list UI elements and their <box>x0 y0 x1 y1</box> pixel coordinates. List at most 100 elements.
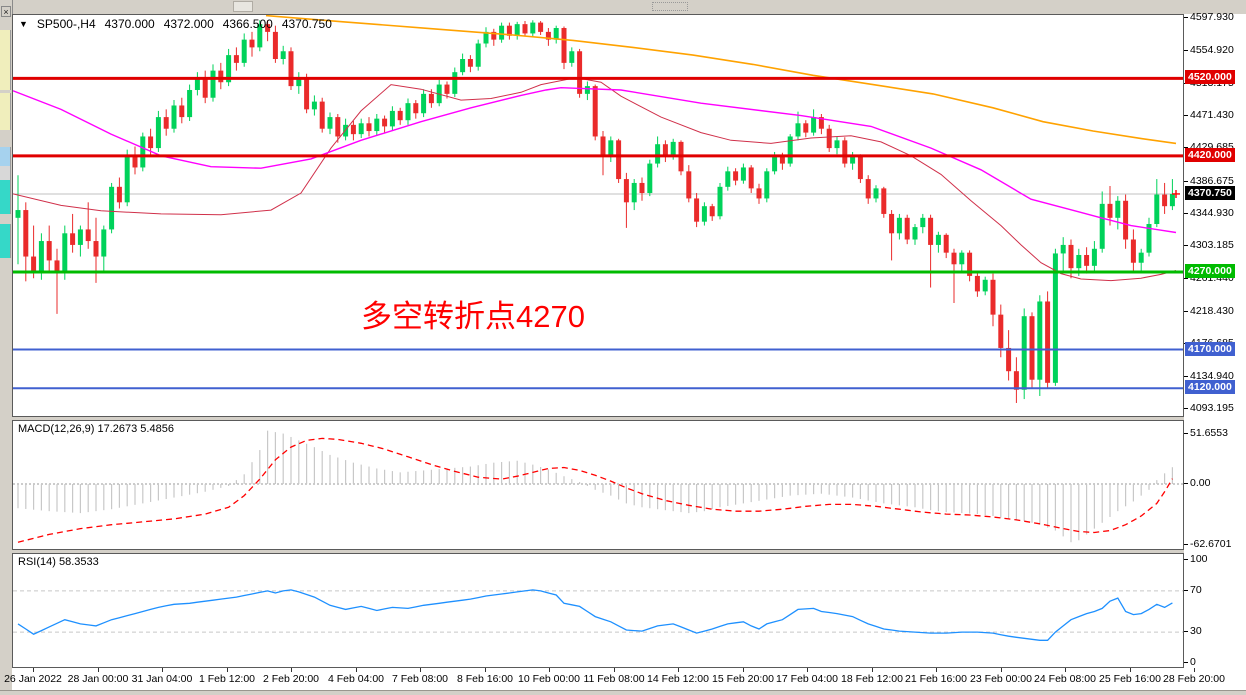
macd-tick-mark <box>1184 432 1188 434</box>
symbol-timeframe-label: SP500-,H4 <box>36 17 96 31</box>
candle-body <box>748 167 754 189</box>
candle-body <box>327 117 333 129</box>
macd-tick-label: 51.6553 <box>1190 426 1228 439</box>
candle-body <box>998 314 1004 348</box>
market-watch-cell[interactable] <box>0 30 11 90</box>
price-tick-label: 4303.185 <box>1190 239 1234 252</box>
rsi-tick-label: 30 <box>1190 625 1202 638</box>
candle-body <box>280 51 286 60</box>
price-tick-mark <box>1184 407 1188 409</box>
candle-body <box>467 59 473 67</box>
price-tick-mark <box>1184 375 1188 377</box>
market-watch-cell[interactable] <box>0 93 11 130</box>
panel-separator[interactable] <box>12 550 1184 553</box>
price-level-badge: 4520.000 <box>1185 70 1235 85</box>
candle-body <box>1107 203 1113 218</box>
candle-body <box>733 171 739 181</box>
price-tick-label: 4218.430 <box>1190 304 1234 317</box>
candle-body <box>1045 301 1051 383</box>
time-tick-mark <box>936 668 937 672</box>
price-level-badge: 4370.750 <box>1185 185 1235 200</box>
price-axis[interactable]: 4597.9304554.9204513.1754471.4304429.685… <box>1184 11 1246 417</box>
candle-body <box>873 188 879 199</box>
toolbar-dotted-fragment <box>652 2 688 11</box>
candle-body <box>623 179 629 203</box>
candle-body <box>421 93 427 114</box>
candle-body <box>920 217 926 228</box>
time-tick-label: 4 Feb 04:00 <box>327 673 385 685</box>
candle-body <box>350 124 356 135</box>
macd-panel[interactable]: MACD(12,26,9) 17.2673 5.4856 <box>12 420 1184 550</box>
candle-body <box>795 123 801 137</box>
candle-body <box>1138 252 1144 263</box>
candle-body <box>1037 301 1043 380</box>
chart-title: ▼ SP500-,H4 4370.000 4372.000 4366.500 4370.7… <box>19 17 341 31</box>
time-tick-label: 25 Feb 16:00 <box>1099 673 1161 685</box>
candle-body <box>296 78 302 87</box>
candle-body <box>1029 316 1035 380</box>
market-watch-cell[interactable] <box>0 147 11 166</box>
last-price-marker-icon <box>1172 189 1180 198</box>
market-watch-cell[interactable] <box>0 180 11 214</box>
price-tick-mark <box>1184 114 1188 116</box>
market-watch-cell[interactable] <box>0 166 11 180</box>
candle-body <box>928 217 934 245</box>
candle-body <box>538 22 544 32</box>
time-tick-label: 24 Feb 08:00 <box>1034 673 1096 685</box>
rsi-panel[interactable]: RSI(14) 58.3533 <box>12 553 1184 668</box>
panel-separator[interactable] <box>12 417 1184 420</box>
candle-body <box>935 234 941 245</box>
rsi-canvas[interactable] <box>13 554 1183 667</box>
macd-tick-mark <box>1184 483 1188 484</box>
price-tick-label: 4344.930 <box>1190 206 1234 219</box>
macd-tick-label: 0.00 <box>1190 477 1211 489</box>
rsi-axis[interactable]: 100 70 30 0 <box>1184 553 1246 668</box>
candle-body <box>896 217 902 234</box>
candle-body <box>811 117 817 133</box>
time-tick-mark <box>1194 668 1195 672</box>
candle-body <box>717 186 723 217</box>
market-watch-cell[interactable] <box>0 224 11 258</box>
price-level-badge: 4270.000 <box>1185 264 1235 279</box>
price-level-badge: 4120.000 <box>1185 380 1235 395</box>
candle-body <box>62 233 68 273</box>
candle-body <box>226 55 232 83</box>
candle-body <box>335 117 341 137</box>
main-price-panel[interactable]: ▼ SP500-,H4 4370.000 4372.000 4366.500 4370.7… <box>12 14 1184 417</box>
candle-body <box>304 78 310 110</box>
candle-body <box>483 31 489 44</box>
candle-body <box>850 155 856 164</box>
time-tick-mark <box>356 668 357 672</box>
candle-body <box>1068 244 1074 269</box>
time-axis[interactable]: 26 Jan 2022 28 Jan 00:00 31 Jan 04:00 1 Feb… <box>4 668 1246 690</box>
time-tick-label: 17 Feb 04:00 <box>776 673 838 685</box>
candle-body <box>257 24 263 48</box>
candle-body <box>499 25 505 40</box>
candle-body <box>530 22 536 34</box>
close-icon[interactable]: × <box>1 6 11 17</box>
macd-axis[interactable]: 51.6553 0.00 -62.6701 <box>1184 420 1246 550</box>
candle-body <box>171 105 177 129</box>
time-tick-mark <box>678 668 679 672</box>
candle-body <box>116 186 122 203</box>
candle-body <box>1052 253 1058 383</box>
time-tick-label: 26 Jan 2022 <box>4 673 62 685</box>
ma-mid-magenta <box>13 86 1177 234</box>
candle-body <box>990 279 996 315</box>
macd-canvas[interactable] <box>13 421 1183 549</box>
candle-body <box>491 31 497 40</box>
candle-body <box>662 144 668 156</box>
rsi-label: RSI(14) 58.3533 <box>18 556 99 568</box>
candlestick-canvas[interactable] <box>13 15 1183 416</box>
candle-body <box>725 171 731 187</box>
candle-body <box>233 55 239 63</box>
price-tick-label: 4134.940 <box>1190 369 1234 382</box>
rsi-tick-mark <box>1184 559 1188 560</box>
candle-body <box>982 279 988 292</box>
candle-body <box>1013 371 1019 390</box>
chart-marker-icon: ▼ <box>19 19 28 29</box>
candle-body <box>1130 239 1136 263</box>
time-tick-mark <box>743 668 744 672</box>
candle-body <box>288 51 294 87</box>
time-tick-label: 28 Feb 20:00 <box>1163 673 1225 685</box>
